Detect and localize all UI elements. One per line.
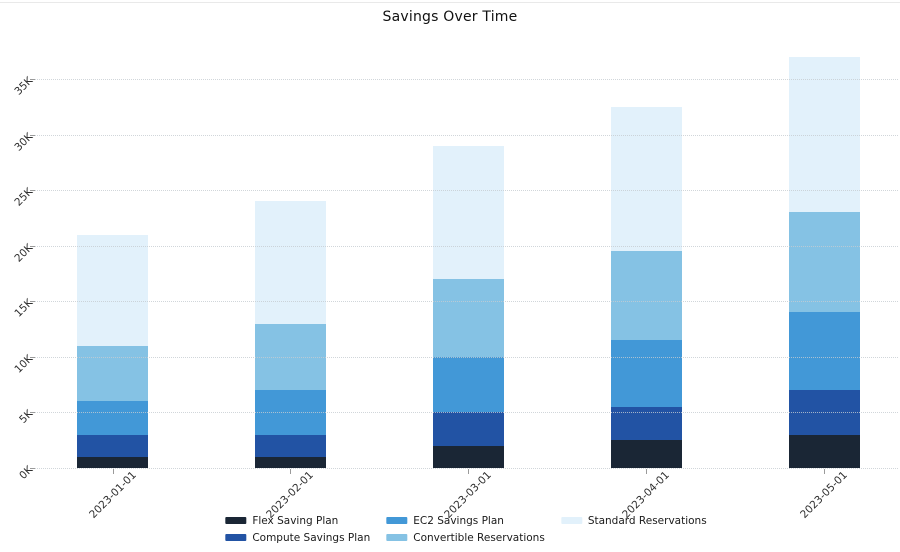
legend-swatch — [225, 517, 247, 524]
bar-segment — [77, 434, 148, 457]
y-tick-label: 5K — [17, 408, 36, 427]
y-tick-label: 25K — [12, 185, 36, 209]
y-tick-label: 35K — [12, 74, 36, 98]
y-gridline — [35, 245, 898, 247]
y-tick — [30, 301, 35, 303]
bar-segment — [254, 323, 326, 391]
y-tick-label: 30K — [12, 130, 36, 154]
y-tick — [30, 356, 35, 358]
legend-swatch — [560, 517, 582, 524]
y-tick — [30, 79, 35, 80]
legend-item: Convertible Reservations — [386, 531, 545, 544]
bar-segment — [788, 212, 860, 313]
bar-segment — [610, 251, 682, 341]
y-tick-label: 10K — [12, 352, 36, 376]
y-tick-label: 0K — [17, 463, 36, 482]
legend-swatch — [386, 534, 408, 541]
x-tick — [290, 469, 292, 474]
legend-label: Convertible Reservations — [413, 531, 545, 544]
bar-segment — [610, 340, 682, 407]
legend-item: Flex Saving Plan — [225, 514, 370, 527]
y-gridline — [35, 79, 898, 80]
legend-item: Standard Reservations — [560, 514, 707, 527]
legend-column: Flex Saving Plan Compute Savings Plan — [225, 514, 370, 544]
y-tick-label: 15K — [12, 297, 36, 320]
bar-segment — [610, 106, 682, 252]
legend-column: EC2 Savings Plan Convertible Reservations — [386, 514, 545, 544]
x-tick — [468, 469, 470, 474]
y-gridline — [35, 468, 898, 469]
bar-segment — [432, 412, 504, 446]
bar-segment — [788, 312, 860, 391]
x-tick — [112, 469, 114, 474]
legend-column: Standard Reservations — [560, 514, 707, 527]
bar-segment — [254, 456, 326, 468]
legend-item: EC2 Savings Plan — [386, 514, 545, 527]
bar-segment — [254, 434, 326, 457]
legend-swatch — [386, 517, 408, 524]
x-tick — [646, 469, 648, 474]
bar-segment — [610, 440, 682, 468]
y-tick — [30, 468, 35, 469]
y-tick-label: 20K — [12, 241, 36, 265]
legend-swatch — [225, 534, 247, 541]
y-gridline — [35, 412, 898, 414]
bar-segment — [432, 356, 504, 413]
y-gridline — [35, 190, 898, 192]
x-tick — [824, 469, 826, 474]
bar-segment — [77, 401, 148, 435]
y-tick — [30, 134, 35, 136]
chart-legend: Flex Saving Plan Compute Savings Plan EC2 … — [225, 514, 707, 544]
legend-label: Standard Reservations — [587, 514, 707, 527]
y-tick — [30, 412, 35, 414]
bar-segment — [610, 406, 682, 441]
legend-label: Flex Saving Plan — [252, 514, 339, 527]
bar-segment — [254, 201, 326, 324]
bar-segment — [432, 145, 504, 280]
y-gridline — [35, 301, 898, 303]
y-tick — [30, 245, 35, 247]
bar-segment — [788, 434, 860, 468]
bar-segment — [788, 390, 860, 435]
legend-label: EC2 Savings Plan — [413, 514, 504, 527]
legend-item: Compute Savings Plan — [225, 531, 370, 544]
chart-title: Savings Over Time — [382, 9, 518, 25]
bar-segment — [77, 456, 148, 468]
page-top-divider — [0, 2, 900, 3]
bar-segment — [432, 279, 504, 357]
bar-segment — [432, 445, 504, 468]
bar-segment — [77, 345, 148, 402]
bar-segment — [254, 390, 326, 435]
y-tick — [30, 190, 35, 192]
legend-label: Compute Savings Plan — [252, 531, 371, 544]
y-gridline — [35, 356, 898, 358]
y-gridline — [35, 134, 898, 136]
bar-segment — [77, 234, 148, 346]
